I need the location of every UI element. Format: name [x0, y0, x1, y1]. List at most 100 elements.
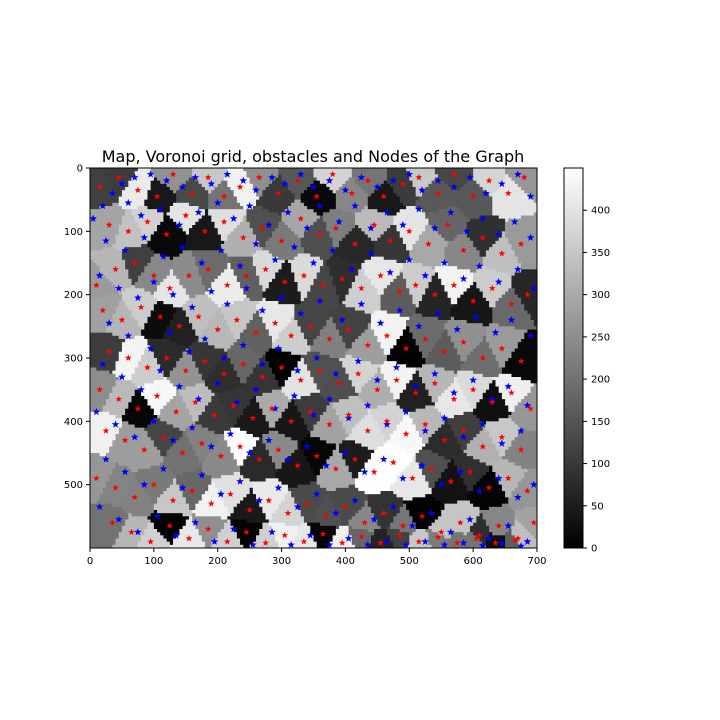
voronoi-cell [450, 221, 455, 226]
voronoi-cell [240, 231, 244, 235]
voronoi-cell [141, 240, 145, 245]
voronoi-cell [396, 168, 400, 172]
voronoi-cell [246, 228, 250, 232]
voronoi-cell [300, 247, 305, 251]
voronoi-cell [319, 177, 324, 181]
voronoi-cell [358, 180, 362, 185]
voronoi-cell [482, 240, 487, 245]
voronoi-cell [230, 256, 234, 261]
voronoi-cell [303, 177, 308, 181]
voronoi-cell [450, 231, 455, 235]
voronoi-cell [134, 244, 139, 248]
voronoi-cell [195, 190, 199, 194]
voronoi-cell [463, 187, 468, 191]
voronoi-cell [457, 247, 461, 251]
voronoi-cell [492, 174, 496, 178]
voronoi-cell [176, 180, 180, 185]
voronoi-cell [284, 199, 289, 204]
voronoi-cell [533, 237, 537, 242]
voronoi-cell [246, 234, 250, 238]
voronoi-cell [118, 266, 123, 270]
voronoi-cell [271, 209, 276, 213]
voronoi-cell [498, 272, 503, 276]
voronoi-cell [224, 218, 228, 223]
voronoi-cell [125, 199, 129, 204]
voronoi-cell [157, 221, 161, 226]
voronoi-cell [453, 256, 458, 261]
voronoi-cell [246, 174, 250, 178]
voronoi-cell [495, 187, 499, 191]
voronoi-cell [530, 221, 535, 226]
voronoi-cell [370, 256, 375, 261]
voronoi-cell [319, 247, 324, 251]
voronoi-cell [438, 221, 442, 226]
voronoi-cell [233, 266, 238, 270]
voronoi-cell [489, 225, 493, 229]
voronoi-cell [259, 237, 263, 242]
voronoi-cell [144, 171, 148, 175]
voronoi-cell [473, 228, 477, 232]
voronoi-cell [425, 228, 429, 232]
voronoi-cell [220, 199, 225, 204]
voronoi-cell [137, 244, 142, 248]
voronoi-cell [339, 263, 343, 267]
voronoi-cell [259, 221, 263, 226]
voronoi-cell [160, 177, 164, 181]
voronoi-cell [118, 199, 123, 204]
voronoi-cell [291, 168, 295, 172]
voronoi-cell [313, 171, 317, 175]
voronoi-cell [236, 247, 241, 251]
voronoi-cell [495, 266, 499, 270]
voronoi-cell [460, 221, 464, 226]
voronoi-cell [265, 177, 270, 181]
voronoi-cell [93, 256, 97, 261]
voronoi-cell [262, 225, 266, 229]
voronoi-cell [406, 228, 410, 232]
voronoi-cell [220, 240, 225, 245]
voronoi-cell [252, 272, 257, 276]
voronoi-cell [399, 275, 404, 280]
voronoi-cell [364, 275, 369, 280]
voronoi-cell [422, 269, 426, 273]
voronoi-cell [323, 212, 327, 216]
voronoi-cell [345, 187, 349, 191]
voronoi-cell [297, 196, 302, 200]
voronoi-cell [153, 231, 158, 235]
voronoi-cell [204, 237, 209, 242]
voronoi-cell [466, 180, 471, 185]
voronoi-cell [367, 171, 372, 175]
voronoi-cell [351, 237, 356, 242]
voronoi-cell [217, 272, 222, 276]
voronoi-cell [361, 266, 365, 270]
voronoi-cell [457, 225, 461, 229]
voronoi-cell [447, 215, 452, 219]
voronoi-cell [527, 193, 531, 197]
voronoi-cell [415, 244, 420, 248]
voronoi-cell [157, 199, 161, 204]
voronoi-cell [332, 180, 337, 185]
voronoi-cell [492, 225, 496, 229]
voronoi-cell [252, 187, 257, 191]
voronoi-cell [185, 250, 190, 254]
voronoi-cell [447, 259, 452, 264]
voronoi-cell [93, 168, 97, 172]
voronoi-cell [240, 168, 244, 172]
voronoi-cell [492, 183, 496, 188]
voronoi-cell [131, 193, 135, 197]
voronoi-cell [188, 209, 193, 213]
voronoi-cell [268, 272, 273, 276]
voronoi-cell [335, 278, 340, 283]
voronoi-cell [230, 221, 234, 226]
voronoi-cell [163, 240, 167, 245]
voronoi-cell [460, 253, 464, 257]
voronoi-cell [125, 228, 129, 232]
voronoi-cell [153, 253, 158, 257]
voronoi-cell [294, 237, 298, 242]
voronoi-cell [422, 168, 426, 172]
voronoi-cell [102, 190, 107, 194]
voronoi-cell [204, 240, 209, 245]
voronoi-cell [240, 275, 244, 280]
voronoi-cell [342, 240, 346, 245]
voronoi-cell [121, 193, 126, 197]
